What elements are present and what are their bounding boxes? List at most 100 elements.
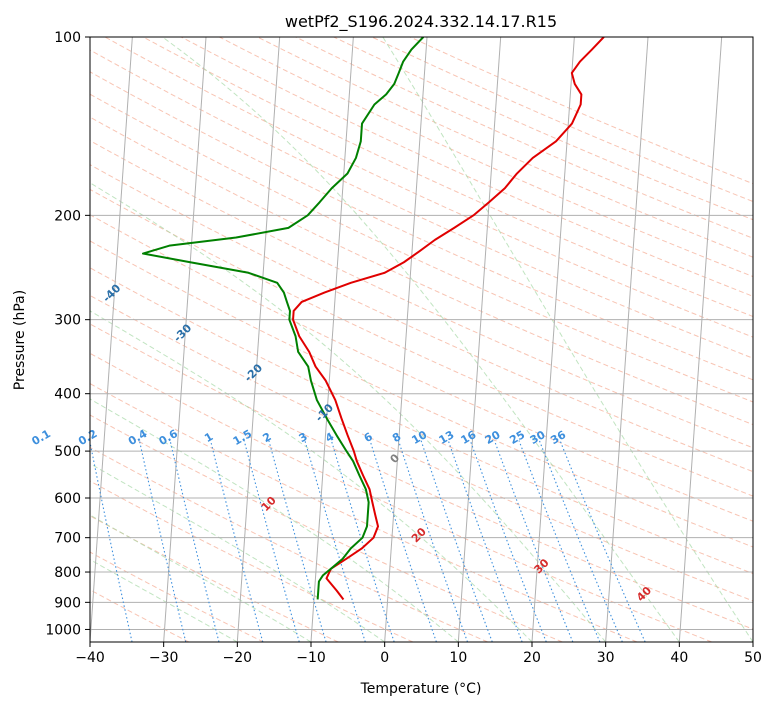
dry-adiabat [219,37,753,278]
x-tick-label: −20 [223,650,253,666]
isotherm [236,37,281,642]
dry-adiabat [90,383,638,642]
dry-adiabat [90,414,563,642]
mixing-ratio-line [90,440,133,642]
dry-adiabat [90,164,753,473]
dry-adiabat [90,93,753,403]
moist-adiabat [382,37,753,642]
mixing-ratio-label: 0.1 [30,427,53,448]
y-tick-label: 700 [54,531,81,547]
mixing-ratio-label: 8 [390,430,403,445]
mixing-ratio-label: 16 [459,428,479,447]
moist-adiabat [90,463,385,642]
y-tick-label: 1000 [45,622,81,638]
moist-adiabat [90,398,459,642]
mixing-ratio-line [469,440,547,642]
dry-adiabat [104,37,753,338]
dry-adiabat [90,214,753,522]
mixing-ratio-line [559,440,646,642]
dry-adiabat [90,116,753,426]
mixing-ratio-label: 1 [202,430,215,445]
dewpoint-line [141,37,425,600]
mixing-ratio-line [169,440,220,642]
x-tick-label: 50 [744,650,762,666]
mixing-ratio-label: 2 [261,430,274,445]
plot-frame [89,36,754,643]
mixing-ratio-line [304,440,366,642]
mixing-ratio-line [138,440,187,642]
y-tick-label: 400 [54,387,81,403]
mixing-ratio-label: 1.5 [231,427,254,448]
mixing-ratio-label: 20 [483,428,503,447]
isotherm-label: -40 [100,281,123,304]
x-tick-label: −40 [75,650,105,666]
isotherm [531,37,575,642]
dry-adiabat [295,37,753,239]
dry-adiabat [90,140,753,449]
mixing-ratio-line [420,440,493,642]
mixing-ratio-line [518,440,601,642]
mixing-ratio-label: 36 [548,428,568,447]
dry-adiabat [90,49,753,359]
dry-adiabat [371,37,753,203]
x-tick-label: 30 [597,650,615,666]
mixing-ratio-label: 10 [409,428,429,447]
moist-adiabat [90,558,238,642]
y-tick-label: 800 [54,565,81,581]
dry-adiabat [90,323,753,630]
x-tick-label: 10 [449,650,467,666]
y-tick-label: 100 [54,30,81,46]
dry-adiabat [90,188,753,497]
x-tick-label: −30 [149,650,179,666]
isotherm [384,37,428,642]
zero-isotherm-label: 0 [388,451,403,466]
y-tick-label: 200 [54,208,81,224]
mixing-ratio-label: 30 [528,428,548,447]
isotherm [90,37,133,642]
dry-adiabat [90,589,190,642]
mixing-ratio-line [268,440,327,642]
dry-adiabat [90,480,414,642]
dry-adiabat [90,294,753,602]
y-tick-label: 600 [54,491,81,507]
isotherm-label: -10 [313,401,336,424]
moist-adiabat-label: 40 [634,584,654,604]
dry-adiabat [90,240,753,548]
dry-adiabat [90,267,753,575]
background-lines [90,37,753,642]
mixing-ratio-label: 3 [297,430,310,445]
y-tick-label: 300 [54,313,81,329]
isotherm [678,37,723,642]
isotherm [752,634,753,642]
y-axis-label: Pressure (hPa) [12,290,28,390]
isotherm [605,37,649,642]
mixing-ratio-label: 13 [437,428,457,447]
series-lines [141,37,605,601]
dry-adiabat [257,37,753,258]
y-tick-label: 900 [54,595,81,611]
isotherm-label: -20 [242,361,265,384]
mixing-ratio-line [330,440,395,642]
chart-title: wetPf2_S196.2024.332.14.17.R15 [285,12,557,32]
moist-adiabat [90,310,533,642]
x-tick-label: 0 [380,650,389,666]
y-axis: 100 200 300 400 500 600 700 800 900 1000 [45,30,90,638]
mixing-ratio-line [447,440,523,642]
mixing-ratio-label: 6 [362,430,375,445]
mixing-ratio-line [369,440,437,642]
mixing-ratio-line [243,440,300,642]
mixing-ratio-line [397,440,469,642]
moist-adiabat [162,37,680,642]
mixing-ratio-line [538,440,623,642]
x-tick-label: 40 [670,650,688,666]
x-tick-label: −10 [296,650,326,666]
x-axis-label: Temperature (°C) [360,681,482,697]
isotherm [457,37,502,642]
dry-adiabat [90,352,712,642]
dry-adiabat [333,37,753,221]
moist-adiabat [90,182,607,642]
x-axis: −40 −30 −20 −10 0 10 20 30 40 50 [75,642,762,666]
x-tick-label: 20 [523,650,541,666]
moist-adiabat-label: 30 [532,556,552,576]
